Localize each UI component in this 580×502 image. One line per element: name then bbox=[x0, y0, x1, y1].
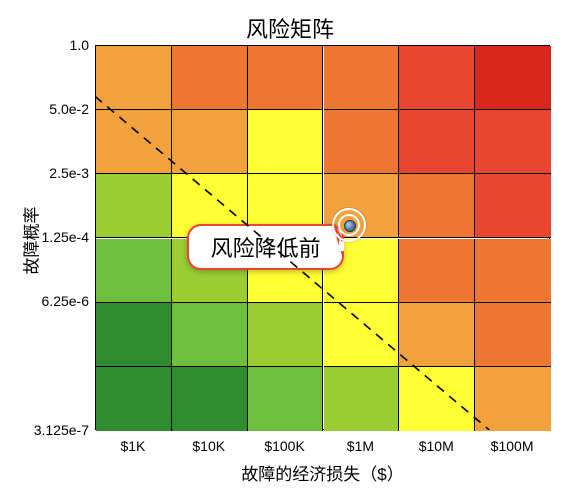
risk-cell bbox=[475, 174, 551, 238]
x-tick-label: $10K bbox=[179, 438, 239, 454]
callout-text: 风险降低前 bbox=[211, 231, 321, 263]
x-tick-label: $1K bbox=[103, 438, 163, 454]
y-tick-label: 3.125e-7 bbox=[34, 422, 89, 438]
risk-cell bbox=[399, 303, 475, 367]
risk-cell bbox=[96, 46, 172, 110]
risk-cell bbox=[172, 303, 248, 367]
risk-cell bbox=[399, 367, 475, 431]
y-tick-label: 1.0 bbox=[70, 37, 89, 53]
risk-cell bbox=[324, 367, 400, 431]
risk-cell bbox=[96, 303, 172, 367]
risk-cell bbox=[324, 110, 400, 174]
risk-cell bbox=[248, 46, 324, 110]
risk-cell bbox=[96, 239, 172, 303]
risk-cell bbox=[248, 110, 324, 174]
risk-cell bbox=[172, 367, 248, 431]
x-axis-label: 故障的经济损失（$） bbox=[95, 460, 550, 485]
x-tick-label: $1M bbox=[330, 438, 390, 454]
risk-cell bbox=[248, 303, 324, 367]
x-tick-label: $10M bbox=[406, 438, 466, 454]
risk-cell bbox=[172, 110, 248, 174]
y-tick-label: 2.5e-3 bbox=[49, 165, 89, 181]
risk-cell bbox=[172, 46, 248, 110]
y-tick-label: 6.25e-6 bbox=[42, 293, 89, 309]
risk-cell bbox=[399, 174, 475, 238]
risk-cell bbox=[399, 46, 475, 110]
x-tick-label: $100M bbox=[482, 438, 542, 454]
risk-cell bbox=[324, 46, 400, 110]
y-tick-label: 1.25e-4 bbox=[42, 229, 89, 245]
risk-cell bbox=[248, 367, 324, 431]
risk-cell bbox=[475, 239, 551, 303]
risk-cell bbox=[96, 367, 172, 431]
marker-dot bbox=[344, 220, 356, 232]
risk-cell bbox=[399, 239, 475, 303]
y-tick-label: 5.0e-2 bbox=[49, 101, 89, 117]
x-tick-label: $100K bbox=[255, 438, 315, 454]
risk-cell bbox=[475, 303, 551, 367]
risk-cell bbox=[324, 303, 400, 367]
risk-cell bbox=[96, 110, 172, 174]
risk-cell bbox=[96, 174, 172, 238]
risk-cell bbox=[475, 367, 551, 431]
callout-bubble: 风险降低前 bbox=[187, 224, 344, 270]
y-axis-label: 故障概率 bbox=[18, 140, 43, 340]
risk-cell bbox=[475, 46, 551, 110]
risk-cell bbox=[399, 110, 475, 174]
risk-cell bbox=[475, 110, 551, 174]
